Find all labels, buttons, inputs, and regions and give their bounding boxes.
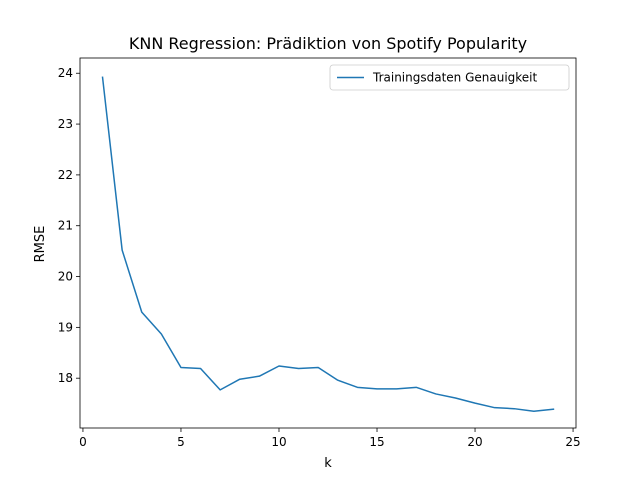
y-axis-label: RMSE — [33, 226, 48, 263]
y-axis: 18 19 20 21 22 23 24 — [58, 66, 80, 385]
plot-area — [79, 57, 577, 429]
x-tick-label: 20 — [467, 435, 482, 449]
x-tick-label: 15 — [369, 435, 384, 449]
x-axis: 0 5 10 15 20 25 — [79, 428, 581, 449]
x-tick-label: 5 — [177, 435, 185, 449]
legend-box — [329, 64, 570, 91]
x-axis-label: k — [324, 456, 332, 471]
y-tick-label: 23 — [58, 117, 73, 131]
y-tick-label: 20 — [58, 270, 73, 284]
y-tick-label: 19 — [58, 320, 73, 334]
x-tick-label: 25 — [565, 435, 580, 449]
y-tick-label: 18 — [58, 371, 73, 385]
y-tick-label: 24 — [58, 66, 73, 80]
legend-label: Trainingsdaten Genauigkeit — [372, 71, 538, 85]
x-tick-label: 0 — [79, 435, 87, 449]
x-tick-label: 10 — [271, 435, 286, 449]
series-line-0 — [101, 76, 555, 412]
chart-title: KNN Regression: Prädiktion von Spotify P… — [129, 34, 527, 53]
legend: Trainingsdaten Genauigkeit — [329, 64, 570, 91]
y-tick-label: 21 — [58, 219, 73, 233]
y-tick-label: 22 — [58, 168, 73, 182]
axes-frame — [79, 57, 577, 429]
